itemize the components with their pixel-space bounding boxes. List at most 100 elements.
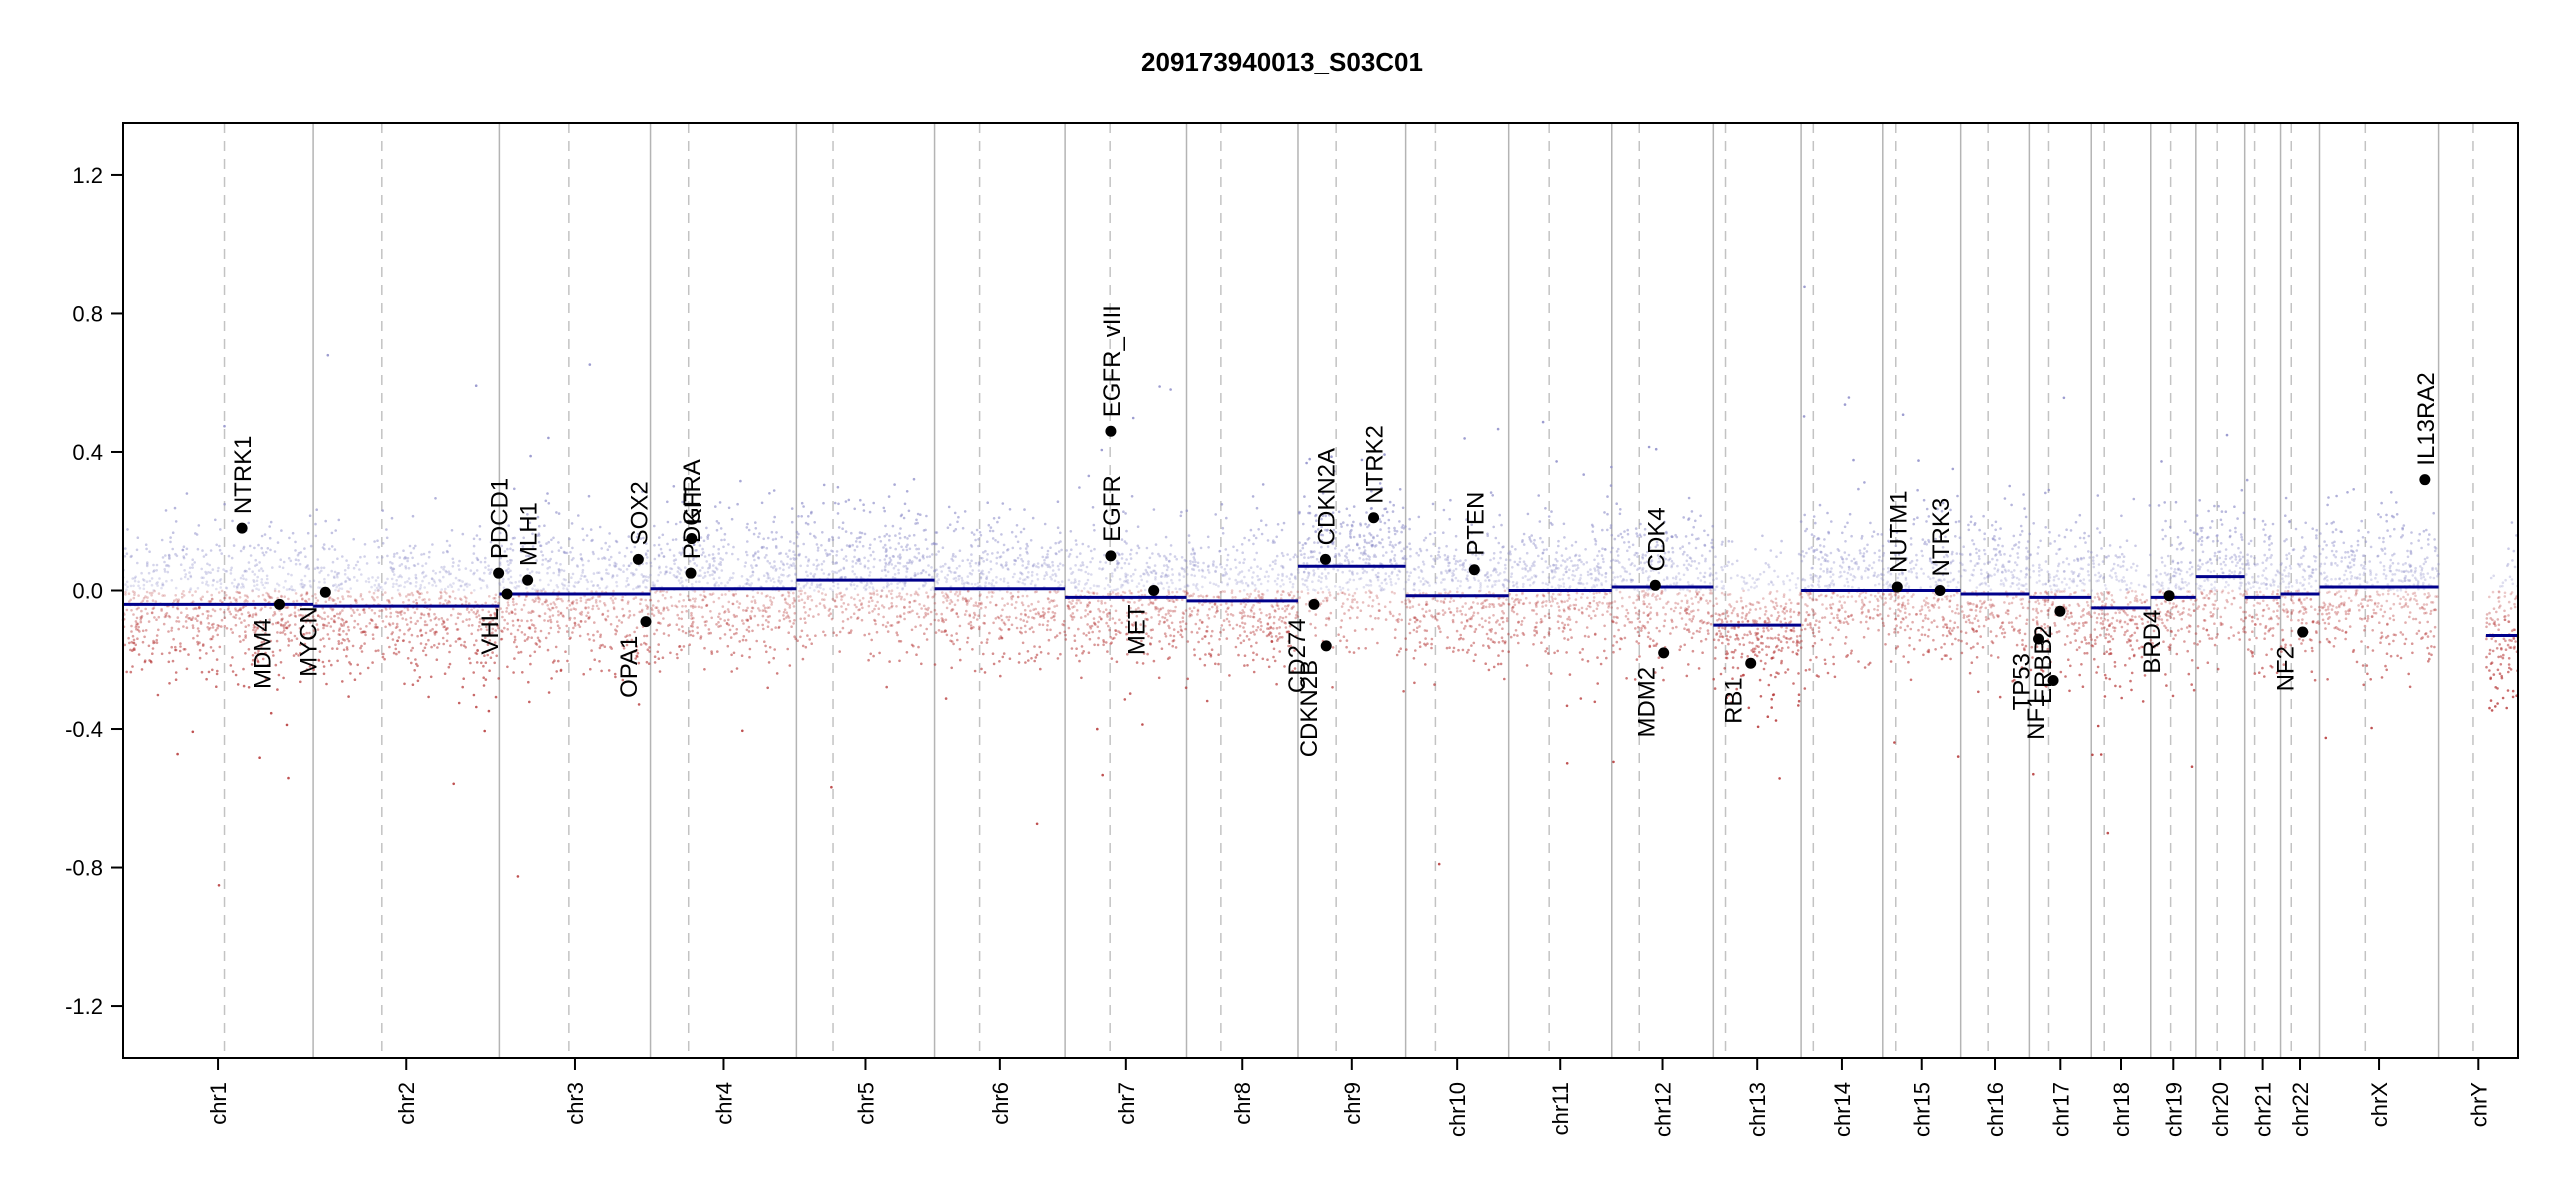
probe-point [942,620,945,624]
probe-point [498,563,502,566]
probe-point [1089,627,1093,630]
probe-point [381,655,385,659]
probe-point [177,598,180,601]
probe-point [860,618,864,622]
probe-point [1198,657,1202,661]
probe-point [763,556,767,559]
probe-point [1144,568,1148,572]
probe-point [199,620,203,624]
probe-point [293,634,297,638]
probe-point [197,524,201,527]
probe-point [875,589,879,592]
probe-point [1100,602,1103,605]
probe-point [1288,593,1291,597]
probe-point [899,555,902,559]
probe-point [977,627,981,631]
probe-point [243,619,246,622]
probe-point [996,615,1000,619]
probe-point [172,637,175,641]
probe-point [224,586,228,589]
probe-point [372,637,375,640]
probe-point [261,628,265,632]
probe-point [124,593,127,596]
probe-point [651,583,655,587]
probe-point [1057,541,1061,545]
probe-point [137,653,141,656]
probe-point [797,553,800,557]
probe-point [1075,647,1078,650]
probe-point [437,618,441,621]
probe-point [234,673,238,677]
probe-point [1153,598,1157,602]
probe-point [1149,601,1153,605]
probe-point [381,593,385,596]
probe-point [1227,620,1231,623]
probe-point [581,571,584,574]
probe-point [703,668,706,671]
probe-point [664,596,667,600]
probe-point [630,550,633,554]
probe-point [388,607,392,610]
probe-point [368,590,371,594]
probe-point [699,574,702,577]
probe-point [659,622,662,625]
probe-point [914,599,917,603]
probe-point [327,598,331,602]
probe-point [603,603,607,607]
probe-point [513,638,517,641]
probe-point [799,564,802,568]
probe-point [225,627,229,630]
probe-point [597,557,600,561]
probe-point [984,549,987,553]
probe-point [236,591,240,594]
probe-point [931,586,935,589]
probe-point [590,597,593,600]
probe-point [630,571,633,575]
probe-point [998,637,1001,640]
probe-point [400,610,404,613]
probe-point [621,678,625,682]
probe-point [773,648,776,651]
probe-point [779,551,783,555]
probe-point [1015,524,1019,527]
probe-point [333,620,337,624]
probe-point [831,550,835,553]
probe-point [827,614,831,617]
probe-point [937,578,940,581]
probe-point [169,536,172,539]
probe-point [596,630,599,633]
probe-point [1162,564,1166,567]
probe-point [580,557,583,560]
probe-point [1154,605,1157,609]
probe-point [503,626,506,630]
probe-point [815,567,818,571]
probe-point [464,582,467,586]
probe-point [1137,546,1141,550]
probe-point [867,559,870,563]
probe-point [313,567,317,570]
probe-point [182,555,185,558]
probe-point [800,501,804,505]
probe-point [1181,620,1185,623]
probe-point [803,617,806,620]
probe-point [476,609,480,612]
probe-point [488,669,491,672]
probe-point [754,521,757,524]
probe-point [280,594,283,598]
probe-point [750,600,754,603]
probe-point [491,651,494,654]
probe-point [276,688,279,691]
probe-point [219,528,222,531]
probe-point [851,565,854,568]
probe-point [359,593,363,596]
probe-point [1230,591,1234,595]
probe-point [206,626,209,629]
probe-point [835,571,839,575]
probe-point [989,560,993,563]
probe-point [842,567,846,570]
probe-point [531,598,535,602]
probe-point [555,584,559,587]
probe-point [625,546,629,550]
probe-point [529,662,532,666]
probe-point [268,536,272,540]
